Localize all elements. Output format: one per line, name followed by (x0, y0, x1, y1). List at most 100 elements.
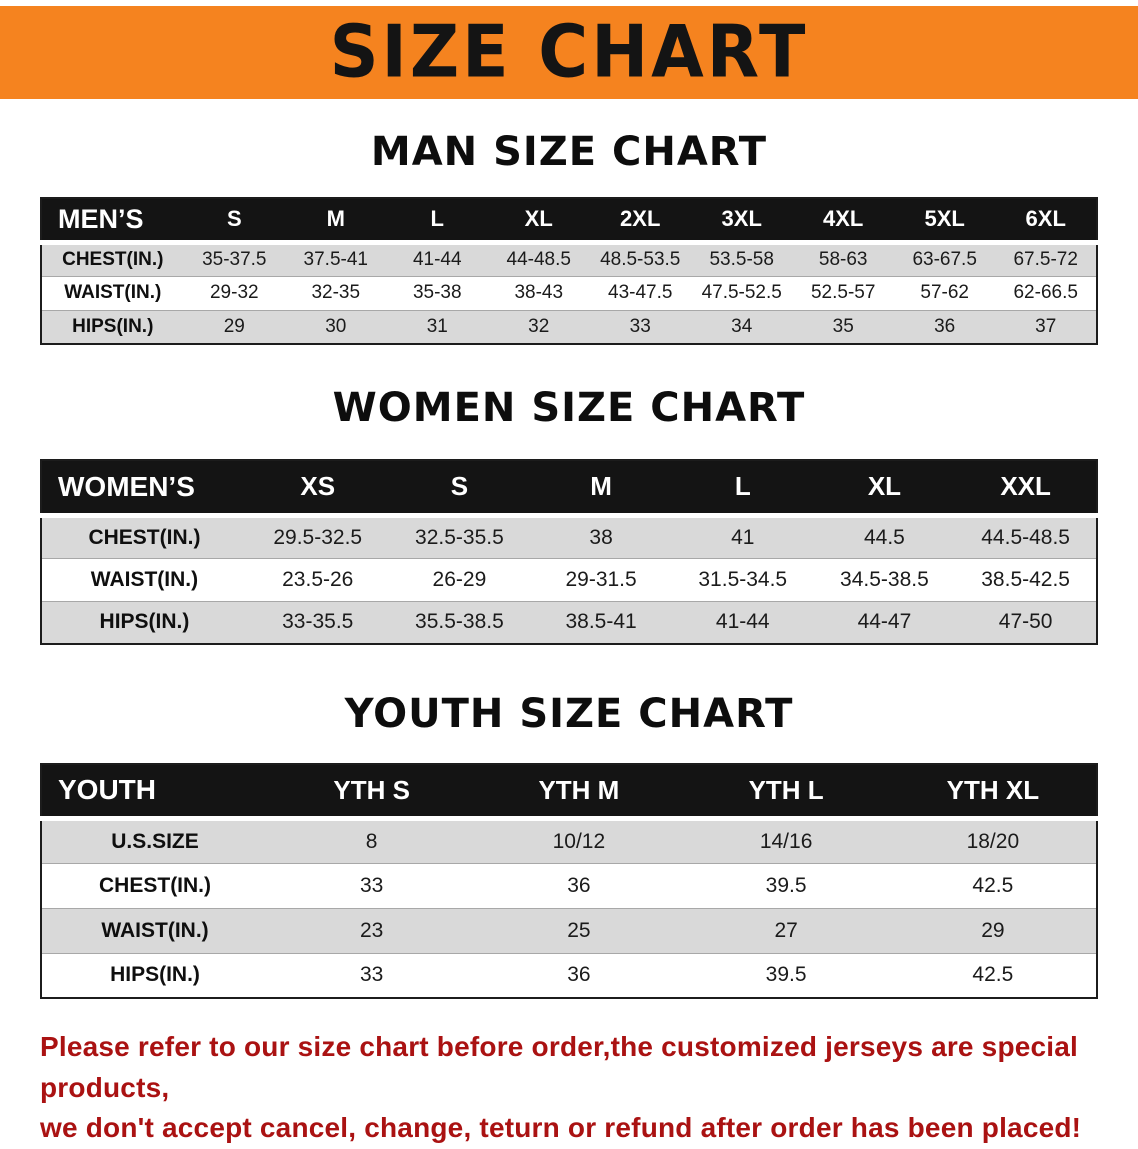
youth-size-chart-heading: YOUTH SIZE CHART (344, 691, 794, 737)
measurement-value-cell: 47.5-52.5 (701, 282, 782, 303)
size-header-cell: 5XL (924, 206, 965, 232)
measurement-value-cell: 33-35.5 (282, 610, 354, 634)
row-label-cell: HIPS(IN.) (110, 963, 200, 987)
measurement-value-cell: 38.5-41 (565, 610, 637, 634)
measurement-value-cell: 27 (774, 918, 798, 942)
size-header-cell: XL (524, 206, 553, 232)
row-label-cell: HIPS(IN.) (99, 610, 190, 634)
table-title-cell: WOMEN’S (58, 470, 195, 502)
measurement-value-cell: 63-67.5 (912, 249, 977, 270)
measurement-value-cell: 31 (426, 315, 448, 337)
disclaimer-line-1: Please refer to our size chart before or… (40, 1031, 1079, 1103)
youth-size-chart-section: YOUTH SIZE CHART YOUTH YTH S YTH M YTH L YTH… (0, 691, 1138, 999)
table-title-cell: MEN’S (58, 203, 144, 234)
row-label-cell: U.S.SIZE (111, 829, 199, 853)
size-header-cell: 2XL (620, 206, 661, 232)
size-header-cell: YTH S (333, 774, 410, 805)
measurement-row: CHEST(IN.) 29.5-32.5 32.5-35.5 38 41 44.5 44.5… (41, 515, 1097, 558)
size-header-cell: YTH L (748, 774, 824, 805)
measurement-value-cell: 32.5-35.5 (415, 525, 504, 549)
measurement-value-cell: 48.5-53.5 (600, 249, 681, 270)
measurement-value-cell: 44.5 (863, 525, 905, 549)
measurement-value-cell: 38 (589, 525, 613, 549)
measurement-value-cell: 10/12 (552, 829, 606, 853)
row-label-cell: WAIST(IN.) (64, 282, 162, 303)
measurement-value-cell: 31.5-34.5 (698, 567, 788, 591)
size-header-cell: L (430, 206, 444, 232)
measurement-row: CHEST(IN.) 33 36 39.5 42.5 (41, 863, 1097, 908)
youth-size-table: YOUTH YTH S YTH M YTH L YTH XL U.S.SIZE 8 10/12… (40, 763, 1098, 999)
size-header-cell: XXL (1000, 471, 1051, 502)
size-header-cell: M (590, 471, 612, 502)
measurement-value-cell: 32 (528, 315, 550, 337)
page-title: SIZE CHART (329, 10, 809, 95)
size-header-cell: 4XL (823, 206, 864, 232)
measurement-row: CHEST(IN.) 35-37.5 37.5-41 41-44 44-48.5 48.5… (41, 242, 1097, 276)
measurement-value-cell: 67.5-72 (1013, 249, 1078, 270)
banner: SIZE CHART (0, 6, 1138, 99)
measurement-value-cell: 36 (934, 315, 956, 337)
measurement-value-cell: 29 (981, 918, 1005, 942)
measurement-value-cell: 38-43 (514, 282, 564, 303)
measurement-row: HIPS(IN.) 33 36 39.5 42.5 (41, 953, 1097, 998)
measurement-value-cell: 41 (731, 525, 755, 549)
men-size-table: MEN’S S M L XL 2XL 3XL 4XL 5XL 6XL CHEST(IN.) 35-37… (40, 197, 1098, 345)
measurement-row: WAIST(IN.) 23 25 27 29 (41, 908, 1097, 953)
measurement-value-cell: 38.5-42.5 (981, 567, 1070, 591)
measurement-value-cell: 35.5-38.5 (415, 610, 504, 634)
measurement-row: U.S.SIZE 8 10/12 14/16 18/20 (41, 818, 1097, 863)
measurement-value-cell: 57-62 (920, 282, 969, 303)
measurement-value-cell: 29-32 (209, 282, 259, 303)
measurement-value-cell: 62-66.5 (1013, 282, 1078, 303)
measurement-value-cell: 34.5-38.5 (840, 567, 929, 591)
measurement-value-cell: 18/20 (966, 829, 1020, 853)
measurement-value-cell: 35 (832, 315, 854, 337)
measurement-value-cell: 30 (325, 315, 347, 337)
measurement-value-cell: 23.5-26 (282, 567, 354, 591)
measurement-row: HIPS(IN.) 33-35.5 35.5-38.5 38.5-41 41-44 44-… (41, 601, 1097, 644)
row-label-cell: WAIST(IN.) (101, 918, 209, 942)
measurement-value-cell: 43-47.5 (608, 282, 673, 303)
size-header-cell: M (326, 206, 345, 232)
table-title-cell: YOUTH (58, 774, 156, 806)
size-header-cell: XS (300, 471, 336, 502)
disclaimer-line-2: we don't accept cancel, change, teturn o… (40, 1112, 1082, 1144)
size-header-cell: L (734, 471, 751, 502)
measurement-value-cell: 14/16 (759, 829, 813, 853)
measurement-row: WAIST(IN.) 23.5-26 26-29 29-31.5 31.5-34.5 34… (41, 558, 1097, 601)
row-label-cell: CHEST(IN.) (88, 525, 201, 549)
measurement-value-cell: 33 (359, 873, 384, 897)
measurement-value-cell: 39.5 (765, 873, 807, 897)
size-header-cell: S (226, 206, 242, 232)
women-size-chart-heading: WOMEN SIZE CHART (332, 385, 806, 431)
size-header-cell: YTH M (538, 774, 620, 805)
measurement-value-cell: 41-44 (715, 610, 770, 634)
measurement-value-cell: 35-37.5 (202, 249, 267, 270)
women-size-chart-section: WOMEN SIZE CHART WOMEN’S XS S M L XL XXL CHEST(… (0, 385, 1138, 645)
measurement-value-cell: 29.5-32.5 (273, 525, 363, 549)
size-header-cell: XL (867, 471, 902, 502)
disclaimer: Please refer to our size chart before or… (40, 1027, 1118, 1149)
measurement-value-cell: 47-50 (998, 610, 1053, 634)
women-size-table: WOMEN’S XS S M L XL XXL CHEST(IN.) 29.5-32.5 32.5… (40, 459, 1098, 645)
size-header-cell: 6XL (1025, 206, 1066, 232)
table-header-row: MEN’S S M L XL 2XL 3XL 4XL 5XL 6XL (41, 198, 1097, 242)
row-label-cell: CHEST(IN.) (62, 249, 164, 270)
measurement-value-cell: 35-38 (412, 282, 462, 303)
measurement-value-cell: 41-44 (412, 249, 462, 270)
measurement-value-cell: 44.5-48.5 (981, 525, 1070, 549)
measurement-value-cell: 37.5-41 (303, 249, 368, 270)
measurement-value-cell: 29-31.5 (565, 567, 637, 591)
measurement-value-cell: 8 (365, 829, 378, 853)
man-size-chart-heading: MAN SIZE CHART (370, 129, 768, 175)
measurement-value-cell: 32-35 (311, 282, 361, 303)
measurement-value-cell: 39.5 (765, 963, 807, 987)
table-header-row: WOMEN’S XS S M L XL XXL (41, 460, 1097, 515)
measurement-value-cell: 44-48.5 (506, 249, 571, 270)
measurement-value-cell: 44-47 (857, 610, 912, 634)
measurement-value-cell: 33 (629, 315, 651, 337)
measurement-value-cell: 36 (567, 873, 591, 897)
man-size-chart-section: MAN SIZE CHART MEN’S S M L XL 2XL 3XL 4XL 5XL 6XL… (0, 129, 1138, 345)
measurement-row: WAIST(IN.) 29-32 32-35 35-38 38-43 43-47.5 47.… (41, 276, 1097, 310)
